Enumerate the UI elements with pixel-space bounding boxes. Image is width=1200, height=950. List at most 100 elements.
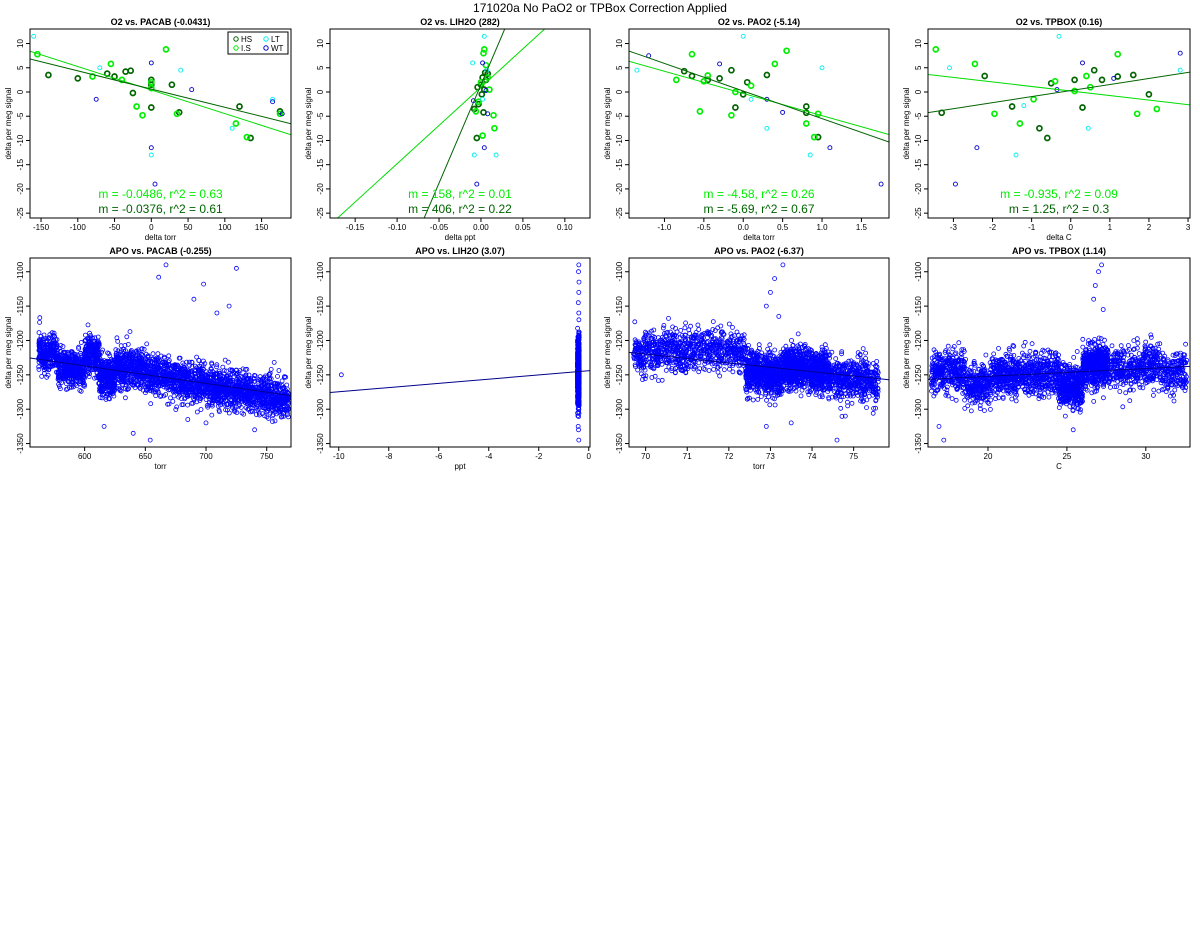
x-tick-label: 1 [1108, 223, 1113, 232]
y-tick-label: -25 [316, 207, 325, 219]
data-point [191, 296, 197, 302]
data-point [110, 391, 116, 397]
data-point [150, 357, 156, 362]
data-point [242, 367, 248, 373]
data-point [225, 359, 231, 365]
y-tick-label: -20 [615, 183, 624, 195]
fit-annotation: m = -4.58, r^2 = 0.26 [703, 187, 814, 201]
data-point [55, 375, 61, 381]
data-point [637, 361, 643, 367]
y-axis-label: delta per meg signal [304, 87, 313, 159]
data-point [642, 376, 648, 382]
data-point [678, 327, 684, 333]
data-point [272, 409, 278, 415]
data-point [641, 336, 647, 342]
data-point [657, 352, 663, 358]
data-point [576, 334, 582, 340]
data-point [1079, 104, 1086, 111]
y-tick-label: -25 [16, 207, 25, 219]
data-point [1098, 76, 1106, 84]
data-point [164, 366, 170, 371]
data-point [115, 360, 120, 366]
data-point [155, 369, 161, 375]
data-point [475, 100, 482, 108]
data-point [474, 181, 480, 187]
data-point [166, 353, 172, 359]
data-point [182, 396, 188, 402]
data-point [270, 413, 276, 419]
data-point [104, 385, 110, 391]
data-point [575, 355, 581, 361]
data-point [1056, 33, 1062, 39]
data-point [267, 371, 273, 377]
data-point [268, 366, 274, 372]
data-point [482, 61, 490, 69]
data-point [217, 370, 223, 376]
data-point [175, 389, 181, 395]
data-point [168, 81, 176, 89]
x-tick-label: -1.0 [658, 223, 672, 232]
data-point [576, 310, 582, 316]
data-point [230, 379, 235, 385]
y-tick-label: -5 [914, 112, 923, 120]
data-point [90, 335, 96, 341]
y-axis-label: delta per meg signal [603, 87, 612, 159]
fit-line-HS [30, 58, 291, 125]
data-point [97, 395, 103, 401]
data-point [229, 402, 235, 408]
data-point [89, 73, 96, 80]
data-point [1085, 125, 1091, 131]
data-point [218, 378, 224, 384]
data-point [223, 398, 229, 403]
data-point [41, 370, 47, 376]
data-point [952, 181, 958, 187]
data-point [69, 376, 74, 382]
data-point [161, 393, 167, 399]
data-point [198, 388, 204, 393]
data-point [131, 369, 137, 375]
x-tick-label: 0 [587, 452, 592, 461]
data-point [186, 370, 192, 376]
x-tick-label: 0.00 [473, 223, 489, 232]
data-point [153, 382, 159, 388]
data-point [111, 384, 117, 390]
data-point [576, 427, 581, 433]
data-point [732, 104, 739, 111]
data-point [270, 99, 276, 105]
legend-marker [263, 36, 269, 42]
data-point [57, 384, 62, 389]
x-tick-label: -10 [333, 452, 345, 461]
data-point [285, 406, 291, 412]
data-point [257, 412, 262, 418]
data-point [38, 340, 43, 346]
data-point [82, 346, 88, 352]
panel-1: O2 vs. PACAB (-0.0431)-150 -100 -50 0 50 100 1… [4, 17, 292, 242]
data-point [92, 375, 97, 381]
data-point [76, 359, 82, 365]
data-point [102, 379, 108, 385]
data-point [146, 359, 151, 365]
data-point [179, 366, 184, 372]
data-point [92, 335, 98, 341]
data-point [98, 388, 104, 394]
data-point [124, 334, 130, 340]
data-point [634, 67, 640, 73]
panel-7: APO vs. PAO2 (-6.37)70 71 72 73 74 75-1350-13… [603, 246, 890, 471]
data-point [219, 395, 225, 401]
data-point [147, 363, 153, 369]
data-point [639, 371, 644, 377]
data-point [131, 376, 136, 382]
data-point [338, 372, 344, 378]
y-tick-label: -25 [615, 207, 624, 219]
y-tick-label: -1100 [16, 261, 25, 281]
data-point [688, 323, 693, 329]
data-point [225, 378, 230, 384]
data-point [178, 371, 184, 376]
data-point [189, 360, 195, 365]
data-point [182, 366, 188, 372]
data-point [252, 427, 258, 433]
data-point [155, 389, 161, 395]
series-APO [631, 262, 881, 443]
data-point [164, 385, 169, 391]
x-tick-label: 0.05 [515, 223, 531, 232]
